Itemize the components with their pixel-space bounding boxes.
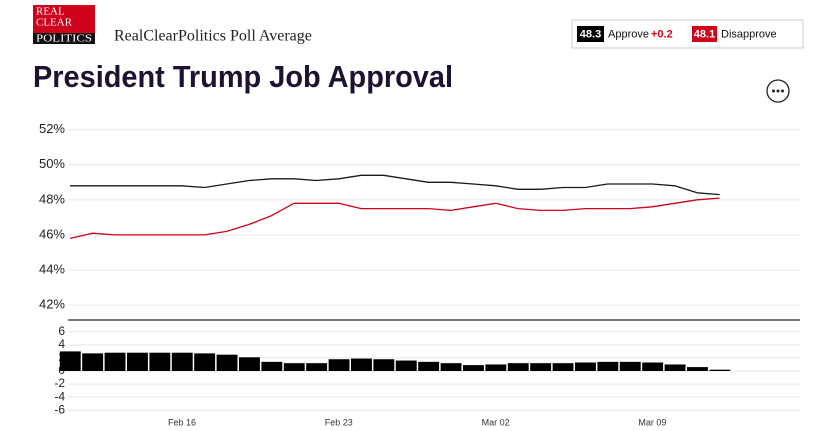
logo-text: POLITICS: [36, 33, 92, 45]
logo-text: CLEAR: [36, 17, 73, 29]
spread-bar: [216, 354, 238, 371]
spread-bar: [709, 369, 731, 371]
y-tick-label: 42%: [39, 297, 65, 312]
spread-bar: [283, 363, 305, 371]
spread-bar: [171, 352, 193, 371]
spread-bar: [194, 353, 216, 371]
spread-bar: [463, 365, 484, 371]
legend-label: Approve: [608, 28, 649, 40]
legend-swatch: [692, 26, 717, 42]
spread-bar: [239, 357, 260, 371]
y-tick-label: -6: [54, 402, 65, 416]
spread-bar: [575, 362, 596, 371]
menu-button[interactable]: [766, 79, 790, 103]
line-0: [70, 174, 720, 196]
y-tick-label: 48%: [39, 191, 65, 206]
spread-bar: [351, 358, 372, 371]
y-tick-label: 46%: [39, 226, 65, 241]
x-tick-label: Feb 23: [325, 417, 353, 427]
logo-text: REAL: [36, 6, 65, 18]
logo-band: [33, 33, 95, 44]
y-tick-label: 52%: [39, 121, 65, 136]
spread-bar: [440, 363, 462, 371]
spread-bar: [82, 353, 104, 371]
spread-bar: [485, 364, 507, 371]
y-tick-label: 6: [58, 324, 65, 338]
approve-change: +0.2: [651, 28, 673, 40]
legend-swatch: [577, 26, 604, 42]
spread-bar: [149, 352, 171, 371]
spread-bar: [597, 361, 619, 371]
legend-label: Disapprove: [721, 28, 777, 40]
line-1: [69, 197, 720, 240]
y-tick-label: 44%: [39, 261, 65, 276]
menu-dot[interactable]: [776, 89, 780, 93]
spread-bar: [104, 352, 126, 371]
chart-title: President Trump Job Approval: [33, 59, 453, 94]
y-tick-label: 50%: [39, 156, 65, 171]
approve-value: 48.3: [580, 28, 601, 40]
y-tick-label: -2: [54, 376, 65, 390]
spread-bar: [619, 361, 641, 371]
x-tick-label: Feb 16: [168, 417, 196, 427]
spread-bar: [395, 360, 417, 371]
menu-dot[interactable]: [781, 89, 784, 93]
spread-bar: [552, 363, 574, 371]
subtitle: RealClearPolitics Poll Average: [114, 28, 312, 45]
spread-bar: [530, 363, 552, 371]
spread-bar: [261, 361, 283, 371]
spread-bar: [127, 352, 148, 371]
y-tick-label: 4: [58, 337, 65, 351]
disapprove-value: 48.1: [694, 28, 715, 40]
x-tick-label: Mar 02: [482, 417, 510, 427]
spread-bar: [418, 361, 440, 371]
menu-dot[interactable]: [772, 89, 775, 93]
spread-bar: [328, 359, 350, 371]
spread-bar: [59, 351, 81, 371]
spread-bar: [306, 363, 328, 371]
spread-bar: [373, 359, 395, 371]
legend-box: [571, 19, 804, 49]
spread-bar: [664, 364, 686, 371]
spread-bar: [642, 362, 664, 371]
y-tick-label: -4: [54, 389, 65, 403]
x-tick-label: Mar 09: [638, 417, 666, 427]
spread-bar: [507, 363, 529, 371]
spread-bar: [687, 367, 708, 371]
